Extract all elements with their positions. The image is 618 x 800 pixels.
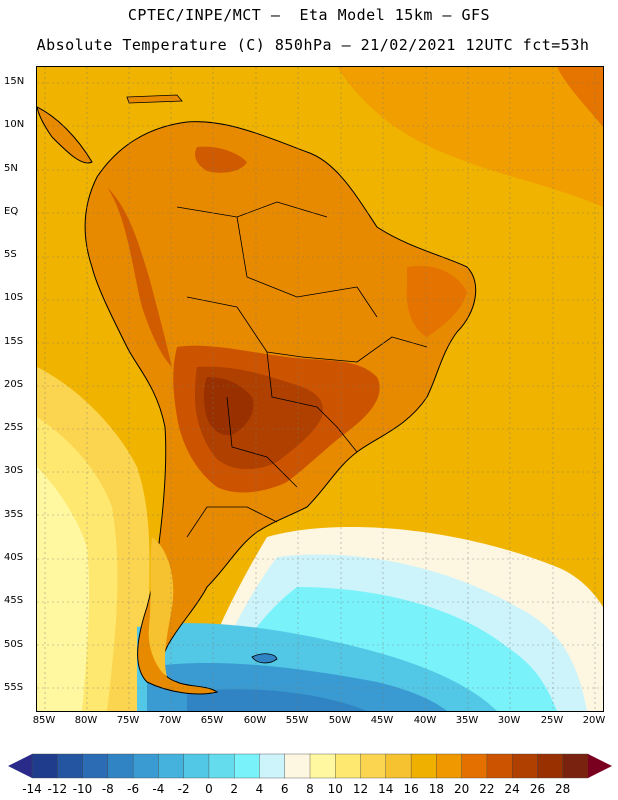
lon-label-55w: 55W: [285, 715, 309, 726]
colorbar-cell-11: [309, 753, 336, 779]
colorbar-label-17: 20: [453, 782, 470, 796]
south-ocean-cream: [37, 467, 90, 711]
colorbar-label-5: -4: [152, 782, 165, 796]
colorbar-cell-3: [107, 753, 134, 779]
colorbar-cell-10: [284, 753, 311, 779]
colorbar-cell-7: [208, 753, 235, 779]
lat-label-30s: 30S: [4, 465, 24, 476]
colorbar-label-13: 12: [352, 782, 369, 796]
lat-label-5s: 5S: [4, 249, 17, 260]
colorbar-cell-13: [360, 753, 387, 779]
colorbar-cell-0: [31, 753, 58, 779]
colorbar-label-9: 4: [255, 782, 264, 796]
colorbar-cell-14: [385, 753, 412, 779]
colorbar-label-1: -12: [47, 782, 68, 796]
warm-ocean-northeast: [557, 67, 603, 127]
colorbar-label-7: 0: [205, 782, 213, 796]
lat-label-55s: 55S: [4, 682, 24, 693]
lon-label-65w: 65W: [200, 715, 224, 726]
lon-label-20w: 20W: [582, 715, 606, 726]
colorbar-cell-6: [183, 753, 210, 779]
colorbar-cells: [31, 753, 589, 779]
colorbar-cell-21: [562, 753, 589, 779]
south-atlantic-deeper: [187, 689, 367, 711]
hot-core-peak: [203, 377, 254, 436]
lat-label-20s: 20S: [4, 379, 24, 390]
warm-ocean-north: [337, 67, 603, 207]
lat-label-10n: 10N: [4, 119, 25, 130]
andes-ridge: [107, 187, 172, 367]
colorbar-label-10: 6: [280, 782, 289, 796]
lat-label-eq: EQ: [4, 206, 19, 217]
lat-label-25s: 25S: [4, 422, 24, 433]
colorbar-label-11: 8: [306, 782, 314, 796]
caribbean-island: [126, 94, 183, 104]
lat-label-15s: 15S: [4, 336, 24, 347]
colorbar-cell-18: [486, 753, 513, 779]
colorbar-cell-8: [233, 753, 260, 779]
lat-label-15n: 15N: [4, 76, 25, 87]
lat-label-40s: 40S: [4, 552, 24, 563]
lon-label-40w: 40W: [413, 715, 437, 726]
colorbar-label-15: 16: [403, 782, 419, 796]
lat-label-50s: 50S: [4, 639, 24, 650]
colorbar-under-triangle: [8, 754, 32, 778]
temperature-map: [37, 67, 603, 711]
colorbar-label-6: -2: [177, 782, 190, 796]
colorbar-label-3: -8: [101, 782, 114, 796]
colorbar-label-8: 2: [230, 782, 238, 796]
lon-label-25w: 25W: [540, 715, 564, 726]
colorbar-cell-4: [132, 753, 159, 779]
colorbar-label-19: 24: [504, 782, 520, 796]
lat-label-5n: 5N: [4, 163, 18, 174]
colorbar-cell-15: [410, 753, 437, 779]
colorbar-label-16: 18: [428, 782, 445, 796]
lon-label-45w: 45W: [370, 715, 394, 726]
central-america-land: [37, 106, 93, 164]
colorbar-cell-17: [461, 753, 488, 779]
colorbar-label-21: 28: [555, 782, 571, 796]
colorbar-cell-5: [158, 753, 185, 779]
title-line-2: Absolute Temperature (C) 850hPa – 21/02/…: [36, 36, 590, 54]
map-frame: [36, 66, 604, 712]
lon-label-70w: 70W: [158, 715, 182, 726]
patagonia-cool: [148, 537, 174, 677]
colorbar-label-12: 10: [327, 782, 343, 796]
colorbar-cell-2: [82, 753, 109, 779]
lat-label-10s: 10S: [4, 292, 24, 303]
colorbar-over-triangle: [588, 754, 612, 778]
latlon-grid: [37, 67, 603, 711]
colorbar-label-2: -10: [72, 782, 93, 796]
lon-label-60w: 60W: [243, 715, 267, 726]
colorbar-label-0: -14: [22, 782, 42, 796]
lat-label-35s: 35S: [4, 509, 24, 520]
title-line-1: CPTEC/INPE/MCT – Eta Model 15km – GFS: [127, 6, 491, 24]
lon-label-75w: 75W: [116, 715, 140, 726]
colorbar-cell-12: [335, 753, 362, 779]
colorbar: [8, 753, 612, 779]
lon-label-80w: 80W: [74, 715, 98, 726]
colorbar-cell-19: [511, 753, 538, 779]
colorbar-label-4: -6: [127, 782, 140, 796]
colorbar-cell-9: [259, 753, 286, 779]
lon-label-30w: 30W: [497, 715, 521, 726]
colorbar-cell-1: [57, 753, 84, 779]
lon-label-35w: 35W: [455, 715, 479, 726]
falkland-islands: [251, 653, 278, 664]
colorbar-label-20: 26: [529, 782, 546, 796]
lon-label-85w: 85W: [32, 715, 56, 726]
colorbar-cell-20: [537, 753, 564, 779]
colorbar-label-18: 22: [479, 782, 495, 796]
northeast-brazil-warm: [406, 265, 467, 337]
north-hot-spot: [195, 146, 247, 173]
colorbar-cell-16: [436, 753, 463, 779]
lat-label-45s: 45S: [4, 595, 24, 606]
colorbar-label-14: 14: [378, 782, 394, 796]
lon-label-50w: 50W: [328, 715, 352, 726]
